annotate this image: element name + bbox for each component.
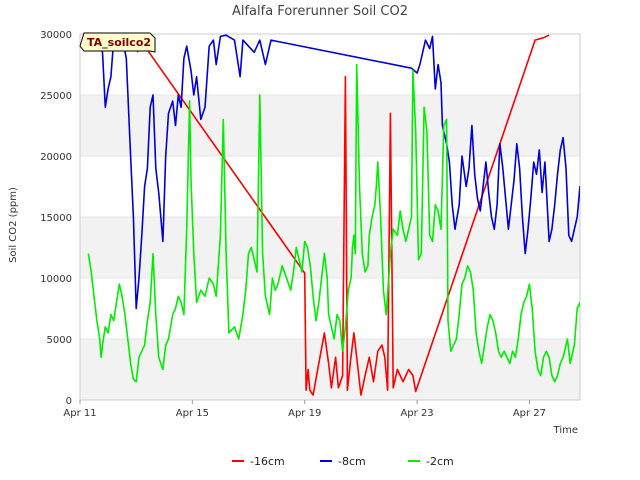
- y-axis-ticks: 0 5000 10000 15000 20000 25000 30000: [40, 30, 72, 407]
- y-axis-label: Soil CO2 (ppm): [8, 187, 19, 263]
- legend-label: -2cm: [426, 455, 454, 468]
- dataset-badge: TA_soilco2: [79, 32, 156, 53]
- y-tick-label: 5000: [47, 335, 72, 346]
- legend: -16cm -8cm -2cm: [232, 455, 454, 468]
- plot-frame: [79, 33, 581, 401]
- x-tick-label: Apr 11: [63, 408, 96, 419]
- y-tick-label: 15000: [40, 213, 72, 224]
- chart-title: Alfalfa Forerunner Soil CO2: [232, 4, 408, 19]
- y-tick-label: 30000: [40, 30, 72, 41]
- y-tick-label: 25000: [40, 91, 72, 102]
- x-tick-label: Apr 15: [176, 408, 209, 419]
- y-tick-label: 20000: [40, 152, 72, 163]
- y-tick-label: 10000: [40, 274, 72, 285]
- x-axis-ticks: Apr 11 Apr 15 Apr 19 Apr 23 Apr 27: [63, 400, 546, 419]
- y-tick-label: 0: [66, 396, 72, 407]
- x-tick-label: Apr 27: [513, 408, 546, 419]
- legend-label: -16cm: [250, 455, 285, 468]
- series-line-minus-16cm: [136, 34, 550, 396]
- x-axis-label: Time: [553, 425, 578, 436]
- legend-label: -8cm: [338, 455, 366, 468]
- x-tick-label: Apr 19: [288, 408, 321, 419]
- series-line-minus-2cm: [87, 63, 580, 383]
- background-band: [80, 217, 580, 278]
- x-tick-label: Apr 23: [400, 408, 433, 419]
- background-band: [80, 95, 580, 156]
- dataset-badge-label: TA_soilco2: [87, 36, 151, 49]
- series-layer: [87, 34, 580, 396]
- series-line-minus-8cm: [87, 34, 580, 310]
